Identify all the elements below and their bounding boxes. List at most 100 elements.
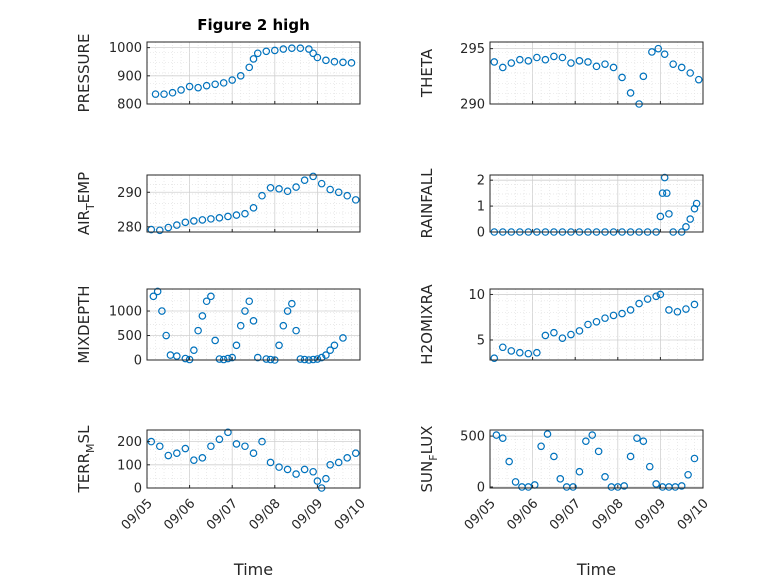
panel-6-point	[592, 317, 601, 326]
panel-6-point	[635, 299, 643, 308]
panel-8-point	[575, 467, 584, 476]
panel-7-ytick-label: 0	[134, 482, 142, 497]
panel-5-point	[279, 321, 288, 330]
panel-5-point	[292, 326, 300, 335]
panel-8-point	[652, 480, 660, 488]
panel-2-point	[669, 60, 677, 68]
panel-6-point	[682, 305, 690, 313]
panel-5-point	[339, 334, 347, 342]
panel-2-ylabel: THETA	[418, 48, 436, 98]
panel-6-series	[490, 290, 699, 362]
panel-1-point	[330, 57, 339, 66]
panel-7-xtick-label: 09/09	[289, 496, 326, 533]
panel-6-point	[524, 349, 533, 358]
panel-8-xtick-label: 09/05	[462, 496, 499, 533]
panel-3-point	[309, 172, 317, 181]
panel-5-point	[317, 353, 326, 362]
panel-6-point	[550, 328, 558, 337]
panel-8-point	[569, 483, 577, 491]
panel-3-ylabel: AIRTEMP	[75, 172, 97, 235]
panel-2-point	[516, 55, 524, 64]
panel-5-point	[228, 353, 237, 362]
panel-3-point	[181, 218, 190, 227]
panel-1-point	[219, 79, 228, 87]
panel-8-ytick-label: 500	[460, 430, 485, 445]
panel-5-point	[253, 353, 262, 362]
panel-5-point	[232, 341, 241, 350]
panel-8-point	[645, 462, 654, 471]
panel-8-xtick-label: 09/06	[504, 496, 541, 533]
panel-8-point	[537, 442, 545, 451]
panel-7-point	[300, 465, 309, 474]
panel-6-point	[541, 331, 550, 340]
panel-2-point	[524, 57, 533, 65]
panel-4-ytick-label: 2	[477, 174, 485, 189]
panel-7-xtick-label: 09/05	[119, 496, 156, 533]
panel-5-point	[249, 317, 258, 325]
panel-1-point	[160, 90, 168, 98]
panel-3-point	[249, 204, 258, 212]
panel-6-point	[618, 309, 626, 318]
panel-7-point	[198, 454, 207, 462]
panel-5-point	[245, 297, 254, 306]
panel-6-point	[665, 306, 673, 314]
panel-7-point	[155, 442, 164, 451]
panel-5-ytick-label: 500	[117, 329, 142, 344]
panel-4-point	[662, 189, 671, 197]
panel-5-point	[215, 355, 224, 363]
panel-7-point	[164, 451, 173, 460]
panel-2-ytick-label: 290	[460, 98, 485, 113]
panel-8-point	[543, 430, 552, 438]
panel-3-point	[300, 176, 309, 184]
panel-3-point	[164, 223, 173, 232]
panel-1-point	[305, 45, 313, 53]
panel-1-point	[313, 53, 322, 62]
panel-5-ytick-label: 1000	[109, 305, 142, 320]
panel-8-series	[492, 430, 699, 491]
panel-2-point	[498, 63, 507, 72]
panel-7-point	[224, 428, 232, 437]
panel-2-ytick-label: 295	[460, 42, 485, 57]
panel-6-ylabel: H2OMIXRA	[418, 284, 436, 365]
panel-1-point	[177, 86, 185, 94]
panel-2-point	[686, 69, 695, 77]
panel-7-point	[249, 449, 258, 458]
panel-5-point	[283, 307, 292, 315]
panel-5-point	[241, 307, 249, 315]
panel-6-point	[673, 307, 682, 316]
panel-6-point	[516, 348, 524, 357]
panel-8-xlabel: Time	[576, 560, 616, 579]
panel-3-ytick-label: 280	[117, 220, 142, 235]
panel-7-xtick-label: 09/08	[247, 496, 284, 533]
panel-4-point	[658, 189, 667, 197]
panel-2-point	[626, 89, 635, 97]
panel-6-point	[656, 290, 665, 299]
panel-5-point	[198, 312, 207, 320]
panel-8-point	[690, 454, 699, 463]
panel-8-xtick-label: 09/09	[632, 496, 669, 533]
panel-8-point	[626, 452, 635, 461]
panel-7-point	[258, 437, 266, 446]
panel-2-point	[533, 53, 541, 62]
panel-1-point	[249, 55, 258, 63]
panel-7-ylabel-main: TERR	[75, 453, 93, 494]
panel-2-point	[618, 73, 626, 82]
panel-5-point	[296, 355, 305, 363]
panel-5-point	[236, 321, 245, 330]
panel-5-ytick-label: 0	[134, 354, 142, 369]
panel-5-point	[207, 292, 215, 301]
panel-6-frame	[489, 288, 704, 361]
panel-4-point	[682, 223, 690, 231]
panel-6-point	[490, 354, 499, 362]
panel-7-frame	[146, 429, 361, 489]
panel-3-point	[232, 211, 241, 219]
panel-2-point	[654, 44, 663, 53]
panel-8-point	[684, 470, 692, 479]
panel-2-point	[490, 58, 499, 66]
panel-5-point	[211, 336, 219, 345]
panel-7-point	[207, 442, 215, 451]
panel-1-point	[194, 83, 202, 92]
panel-1-ytick-label: 800	[117, 98, 142, 113]
panel-8-point	[639, 437, 648, 445]
panel-2-ylabel-main: THETA	[418, 48, 436, 98]
